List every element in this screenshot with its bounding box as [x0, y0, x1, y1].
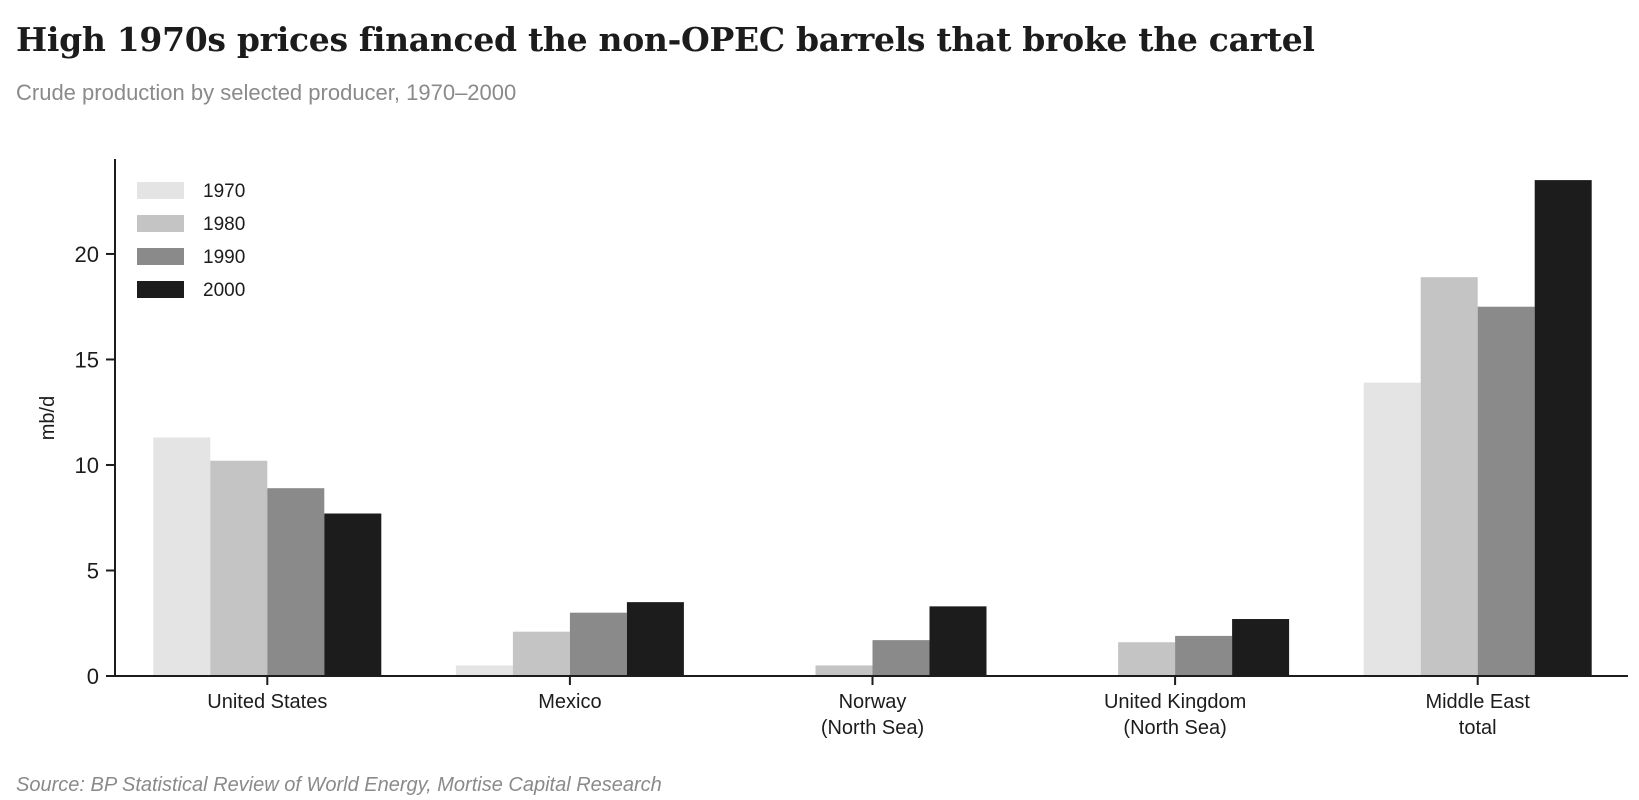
- chart-title: High 1970s prices financed the non-OPEC …: [16, 20, 1315, 59]
- bar-2000-4: [1534, 180, 1592, 676]
- bar-2000-3: [1232, 619, 1290, 676]
- bar-1980-4: [1420, 277, 1478, 676]
- x-tick-label: Norway: [839, 691, 907, 713]
- y-tick-label: 0: [87, 664, 99, 689]
- y-tick-label: 5: [87, 558, 99, 583]
- bar-1990-3: [1175, 635, 1233, 676]
- legend-swatch-2000: [137, 281, 184, 298]
- bar-1970-0: [153, 437, 211, 676]
- x-tick-label: United Kingdom: [1104, 691, 1246, 713]
- legend-swatch-1980: [137, 215, 184, 232]
- bar-1970-1: [455, 665, 513, 676]
- bar-1990-1: [569, 612, 627, 676]
- bar-1980-0: [210, 460, 268, 676]
- x-tick-label: (North Sea): [1123, 717, 1226, 739]
- legend-swatch-1970: [137, 182, 184, 199]
- bars-group: [153, 180, 1592, 676]
- bar-1970-4: [1363, 382, 1421, 676]
- x-ticks-group: United States Mexico Norway (North Sea) Unit…: [207, 676, 1530, 739]
- x-tick-label: Mexico: [538, 691, 601, 713]
- y-ticks-group: 0 5 10 15 20: [75, 242, 115, 689]
- x-tick-label: (North Sea): [821, 717, 924, 739]
- x-tick-label: total: [1459, 717, 1497, 739]
- y-tick-label: 15: [75, 347, 99, 372]
- x-tick-label: Middle East: [1425, 691, 1530, 713]
- bar-1990-0: [267, 488, 325, 676]
- legend-label-1980: 1980: [203, 214, 245, 235]
- bar-2000-1: [626, 602, 684, 676]
- bar-1990-2: [872, 640, 930, 676]
- source-note: Source: BP Statistical Review of World E…: [16, 774, 662, 796]
- chart-subtitle: Crude production by selected producer, 1…: [16, 80, 517, 105]
- bar-2000-2: [929, 606, 987, 676]
- legend-label-1990: 1990: [203, 247, 245, 268]
- x-tick-label: United States: [207, 691, 327, 713]
- y-tick-label: 20: [75, 242, 99, 267]
- legend-label-1970: 1970: [203, 181, 245, 202]
- legend-label-2000: 2000: [203, 280, 245, 301]
- legend: 1970 1980 1990 2000: [137, 181, 245, 301]
- bar-1980-3: [1118, 642, 1176, 676]
- bar-1990-4: [1477, 306, 1535, 676]
- y-tick-label: 10: [75, 453, 99, 478]
- legend-swatch-1990: [137, 248, 184, 265]
- y-axis-title: mb/d: [37, 396, 59, 440]
- bar-1980-2: [815, 665, 873, 676]
- bar-1980-1: [512, 631, 570, 676]
- bar-2000-0: [324, 513, 382, 676]
